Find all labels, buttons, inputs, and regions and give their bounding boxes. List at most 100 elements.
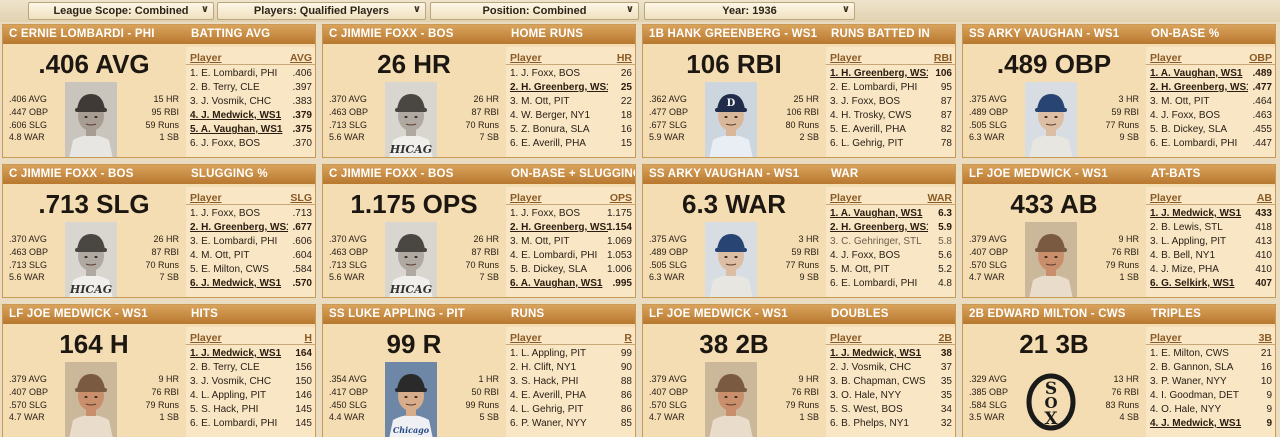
row-player[interactable]: 4. J. Medwick, WS1 xyxy=(190,110,282,121)
column-header-stat[interactable]: WAR xyxy=(927,192,953,204)
row-player[interactable]: 4. B. Bell, NY1 xyxy=(1150,250,1216,261)
row-player[interactable]: 3. B. Chapman, CWS xyxy=(830,376,926,387)
leaderboard-row[interactable]: 5. S. West, BOS 34 xyxy=(826,403,955,417)
row-player[interactable]: 4. J. Medwick, WS1 xyxy=(1150,418,1242,429)
leaderboard-row[interactable]: 4. E. Averill, PHA 86 xyxy=(506,389,635,403)
row-player[interactable]: 6. P. Waner, NYY xyxy=(510,418,587,429)
row-player[interactable]: 1. J. Foxx, BOS xyxy=(190,208,261,219)
row-player[interactable]: 6. E. Lombardi, PHI xyxy=(830,278,918,289)
column-header-stat[interactable]: OBP xyxy=(1249,52,1272,64)
leaderboard-row[interactable]: 4. H. Trosky, CWS 87 xyxy=(826,109,955,123)
leaderboard-row[interactable]: 1. J. Medwick, WS1 164 xyxy=(186,347,315,361)
leaderboard-row[interactable]: 4. W. Berger, NY1 18 xyxy=(506,109,635,123)
row-player[interactable]: 5. M. Ott, PIT xyxy=(830,264,890,275)
column-header-player[interactable]: Player xyxy=(190,192,222,204)
row-player[interactable]: 6. B. Phelps, NY1 xyxy=(830,418,909,429)
column-header-stat[interactable]: 2B xyxy=(938,332,952,344)
row-player[interactable]: 3. J. Vosmik, CHC xyxy=(190,376,272,387)
leaderboard-row[interactable]: 1. L. Appling, PIT 99 xyxy=(506,347,635,361)
leaderboard-row[interactable]: 3. M. Ott, PIT 1.069 xyxy=(506,235,635,249)
players-dropdown[interactable]: Players: Qualified Players ∨ xyxy=(217,2,426,20)
leaderboard-row[interactable]: 3. J. Foxx, BOS 87 xyxy=(826,95,955,109)
leaderboard-row[interactable]: 6. E. Averill, PHA 15 xyxy=(506,137,635,151)
leaderboard-row[interactable]: 1. J. Foxx, BOS 26 xyxy=(506,67,635,81)
column-header-stat[interactable]: AVG xyxy=(290,52,312,64)
leaderboard-row[interactable]: 4. J. Foxx, BOS .463 xyxy=(1146,109,1275,123)
row-player[interactable]: 5. S. West, BOS xyxy=(830,404,903,415)
leader-card[interactable]: LF JOE MEDWICK - WS1 HITS 164 H .379 AVG .40… xyxy=(2,304,316,437)
leaderboard-row[interactable]: 1. E. Milton, CWS 21 xyxy=(1146,347,1275,361)
row-player[interactable]: 4. M. Ott, PIT xyxy=(190,250,250,261)
leaderboard-row[interactable]: 6. E. Lombardi, PHI 4.8 xyxy=(826,277,955,291)
leaderboard-row[interactable]: 1. A. Vaughan, WS1 .489 xyxy=(1146,67,1275,81)
card-player-name[interactable]: SS LUKE APPLING - PIT xyxy=(329,308,466,320)
league-scope-dropdown[interactable]: League Scope: Combined ∨ xyxy=(28,2,214,20)
column-header-player[interactable]: Player xyxy=(510,52,542,64)
row-player[interactable]: 5. E. Averill, PHA xyxy=(830,124,906,135)
leaderboard-row[interactable]: 4. I. Goodman, DET 9 xyxy=(1146,389,1275,403)
leaderboard-row[interactable]: 2. B. Lewis, STL 418 xyxy=(1146,221,1275,235)
row-player[interactable]: 3. J. Vosmik, CHC xyxy=(190,96,272,107)
leaderboard-row[interactable]: 3. P. Waner, NYY 10 xyxy=(1146,375,1275,389)
row-player[interactable]: 3. P. Waner, NYY xyxy=(1150,376,1227,387)
column-header-player[interactable]: Player xyxy=(1150,332,1182,344)
row-player[interactable]: 2. B. Lewis, STL xyxy=(1150,222,1223,233)
row-player[interactable]: 4. H. Trosky, CWS xyxy=(830,110,912,121)
row-player[interactable]: 2. E. Lombardi, PHI xyxy=(830,82,918,93)
leader-card[interactable]: C JIMMIE FOXX - BOS SLUGGING % .713 SLG .37… xyxy=(2,164,316,298)
leaderboard-row[interactable]: 5. S. Hack, PHI 145 xyxy=(186,403,315,417)
leaderboard-row[interactable]: 2. B. Terry, CLE 156 xyxy=(186,361,315,375)
row-player[interactable]: 1. L. Appling, PIT xyxy=(510,348,587,359)
row-player[interactable]: 6. J. Medwick, WS1 xyxy=(190,278,282,289)
row-player[interactable]: 6. G. Selkirk, WS1 xyxy=(1150,278,1235,289)
leaderboard-row[interactable]: 2. H. Greenberg, WS1 5.9 xyxy=(826,221,955,235)
row-player[interactable]: 4. E. Lombardi, PHI xyxy=(510,250,598,261)
column-header-stat[interactable]: AB xyxy=(1256,192,1272,204)
column-header-stat[interactable]: 3B xyxy=(1258,332,1272,344)
row-player[interactable]: 4. O. Hale, NYY xyxy=(1150,404,1222,415)
leaderboard-row[interactable]: 6. E. Lombardi, PHI .447 xyxy=(1146,137,1275,151)
column-header-stat[interactable]: HR xyxy=(616,52,632,64)
card-player-name[interactable]: C JIMMIE FOXX - BOS xyxy=(329,168,454,180)
row-player[interactable]: 2. H. Greenberg, WS1 xyxy=(1150,82,1248,93)
leaderboard-row[interactable]: 5. Z. Bonura, SLA 16 xyxy=(506,123,635,137)
row-player[interactable]: 3. S. Hack, PHI xyxy=(510,376,579,387)
position-dropdown[interactable]: Position: Combined ∨ xyxy=(430,2,639,20)
row-player[interactable]: 5. A. Vaughan, WS1 xyxy=(190,124,283,135)
leaderboard-row[interactable]: 3. L. Appling, PIT 413 xyxy=(1146,235,1275,249)
leaderboard-row[interactable]: 2. H. Greenberg, WS1 1.154 xyxy=(506,221,635,235)
row-player[interactable]: 3. M. Ott, PIT xyxy=(510,236,570,247)
row-player[interactable]: 1. J. Medwick, WS1 xyxy=(1150,208,1242,219)
leader-card[interactable]: SS ARKY VAUGHAN - WS1 WAR 6.3 WAR .375 AVG.… xyxy=(642,164,956,298)
column-header-player[interactable]: Player xyxy=(830,192,862,204)
leaderboard-row[interactable]: 2. J. Vosmik, CHC 37 xyxy=(826,361,955,375)
row-player[interactable]: 1. J. Foxx, BOS xyxy=(510,68,581,79)
row-player[interactable]: 6. E. Lombardi, PHI xyxy=(1150,138,1238,149)
row-player[interactable]: 2. J. Vosmik, CHC xyxy=(830,362,912,373)
row-player[interactable]: 5. E. Milton, CWS xyxy=(190,264,269,275)
row-player[interactable]: 2. B. Gannon, SLA xyxy=(1150,362,1234,373)
row-player[interactable]: 3. E. Lombardi, PHI xyxy=(190,236,278,247)
row-player[interactable]: 4. J. Foxx, BOS xyxy=(830,250,901,261)
card-player-name[interactable]: 2B EDWARD MILTON - CWS xyxy=(969,308,1126,320)
row-player[interactable]: 2. H. Greenberg, WS1 xyxy=(830,222,928,233)
leaderboard-row[interactable]: 4. J. Medwick, WS1 .379 xyxy=(186,109,315,123)
row-player[interactable]: 4. E. Averill, PHA xyxy=(510,390,586,401)
row-player[interactable]: 3. C. Gehringer, STL xyxy=(830,236,922,247)
leaderboard-row[interactable]: 6. J. Foxx, BOS .370 xyxy=(186,137,315,151)
leaderboard-row[interactable]: 3. B. Chapman, CWS 35 xyxy=(826,375,955,389)
column-header-stat[interactable]: OPS xyxy=(609,192,632,204)
row-player[interactable]: 3. J. Foxx, BOS xyxy=(830,96,901,107)
leaderboard-row[interactable]: 2. H. Greenberg, WS1 25 xyxy=(506,81,635,95)
leaderboard-row[interactable]: 5. E. Averill, PHA 82 xyxy=(826,123,955,137)
leaderboard-row[interactable]: 1. A. Vaughan, WS1 6.3 xyxy=(826,207,955,221)
year-dropdown[interactable]: Year: 1936 ∨ xyxy=(644,2,855,20)
leader-card[interactable]: SS LUKE APPLING - PIT RUNS 99 R .354 AVG .41… xyxy=(322,304,636,437)
leaderboard-row[interactable]: 4. J. Medwick, WS1 9 xyxy=(1146,417,1275,431)
leaderboard-row[interactable]: 4. E. Lombardi, PHI 1.053 xyxy=(506,249,635,263)
leaderboard-row[interactable]: 6. L. Gehrig, PIT 78 xyxy=(826,137,955,151)
leaderboard-row[interactable]: 4. L. Gehrig, PIT 86 xyxy=(506,403,635,417)
leaderboard-row[interactable]: 1. E. Lombardi, PHI .406 xyxy=(186,67,315,81)
column-header-stat[interactable]: SLG xyxy=(290,192,312,204)
card-player-name[interactable]: LF JOE MEDWICK - WS1 xyxy=(9,308,148,320)
